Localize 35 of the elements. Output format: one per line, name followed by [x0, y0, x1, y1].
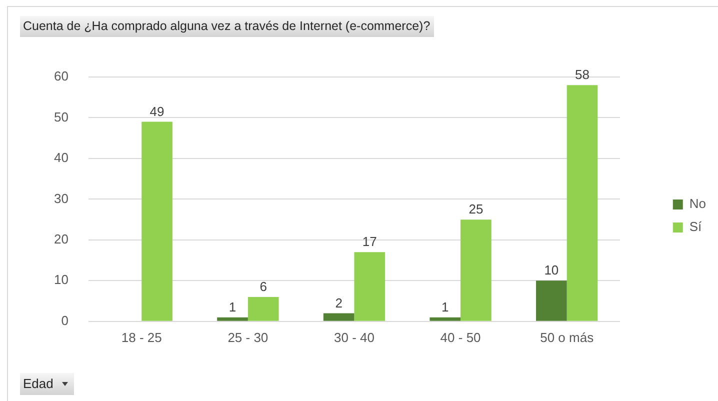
bar	[354, 252, 386, 321]
bar	[460, 220, 492, 321]
dropdown-button: Edad	[20, 373, 74, 395]
data-label: 6	[260, 279, 267, 294]
bar	[248, 296, 279, 321]
legend-label: Sí	[689, 219, 702, 234]
data-label: 49	[150, 104, 164, 119]
x-tick-label: 25 - 30	[228, 330, 268, 345]
data-label: 58	[575, 67, 590, 82]
x-tick-label: 40 - 50	[440, 330, 481, 345]
data-label: 1	[228, 299, 236, 314]
legend-label: No	[689, 196, 706, 212]
y-tick-label: 50	[54, 109, 68, 124]
y-tick-label: 10	[54, 272, 68, 288]
bar	[430, 317, 461, 321]
bar	[217, 317, 248, 321]
y-tick-label: 20	[54, 232, 68, 247]
x-tick-label: 18 - 25	[121, 330, 162, 345]
bar	[142, 122, 172, 321]
y-tick-label: 60	[54, 68, 68, 84]
x-axis-title: Edad	[23, 375, 54, 393]
chart-title: Cuenta de ¿Ha comprado alguna vez a través de Internet (e-commerce)?	[20, 16, 434, 37]
x-tick-label: 30 - 40	[334, 330, 374, 345]
y-tick-label: 30	[54, 190, 68, 206]
x-tick-label: 50 o más	[540, 330, 594, 345]
data-label: 10	[544, 262, 559, 278]
data-label: 25	[468, 202, 484, 217]
data-label: 2	[335, 295, 342, 310]
y-tick-label: 0	[61, 312, 68, 328]
data-label: 1	[442, 299, 449, 314]
bar	[536, 280, 567, 321]
bar	[566, 85, 598, 321]
data-label: 17	[362, 234, 377, 250]
y-tick-label: 40	[54, 150, 68, 166]
bar	[323, 313, 354, 321]
